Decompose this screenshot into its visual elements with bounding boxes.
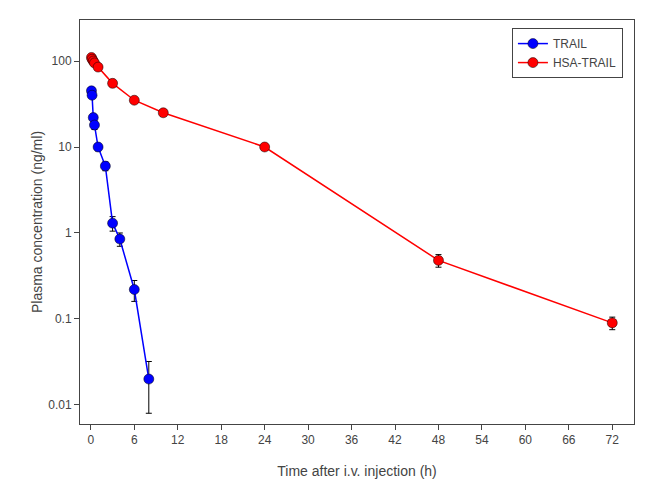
svg-text:Time after i.v. injection (h): Time after i.v. injection (h) xyxy=(277,463,437,479)
svg-text:24: 24 xyxy=(258,433,272,447)
svg-text:36: 36 xyxy=(345,433,359,447)
svg-text:6: 6 xyxy=(131,433,138,447)
svg-text:30: 30 xyxy=(301,433,315,447)
svg-text:72: 72 xyxy=(606,433,620,447)
svg-text:0: 0 xyxy=(88,433,95,447)
svg-text:1: 1 xyxy=(65,226,72,240)
svg-text:42: 42 xyxy=(388,433,402,447)
svg-text:66: 66 xyxy=(562,433,576,447)
svg-text:Plasma concentration (ng/ml): Plasma concentration (ng/ml) xyxy=(29,131,45,313)
svg-text:0.01: 0.01 xyxy=(48,398,72,412)
svg-text:18: 18 xyxy=(215,433,229,447)
svg-text:60: 60 xyxy=(519,433,533,447)
svg-text:HSA-TRAIL: HSA-TRAIL xyxy=(553,56,616,70)
svg-text:10: 10 xyxy=(58,140,72,154)
svg-text:100: 100 xyxy=(52,54,72,68)
svg-text:12: 12 xyxy=(171,433,185,447)
svg-text:TRAIL: TRAIL xyxy=(553,37,587,51)
svg-text:54: 54 xyxy=(475,433,489,447)
svg-text:0.1: 0.1 xyxy=(55,312,72,326)
svg-text:48: 48 xyxy=(432,433,446,447)
